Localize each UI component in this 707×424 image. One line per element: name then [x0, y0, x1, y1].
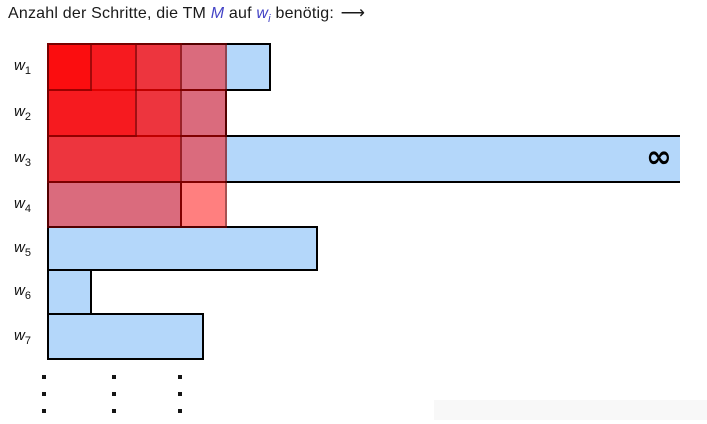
row-label-w3: w3 — [14, 149, 31, 169]
ellipsis-dot-2-0 — [178, 375, 182, 379]
bar-w5 — [47, 226, 318, 271]
title-part-5: ⟶ — [340, 3, 366, 22]
row-label-w1: w1 — [14, 57, 31, 77]
ellipsis-dot-0-0 — [42, 375, 46, 379]
ellipsis-dot-2-1 — [178, 392, 182, 396]
ellipsis-dot-1-0 — [112, 375, 116, 379]
row-label-w5: w5 — [14, 238, 31, 259]
row-label-w2: w2 — [14, 103, 31, 123]
row-label-w4: w4 — [14, 194, 31, 215]
title-part-2: auf — [224, 5, 257, 22]
simulated-steps-overlay-3 — [47, 43, 92, 91]
ellipsis-dot-1-2 — [112, 409, 116, 413]
infinity-symbol: ∞ — [646, 139, 672, 175]
ellipsis-dot-2-2 — [178, 409, 182, 413]
bar-w6 — [47, 269, 92, 315]
page-title: Anzahl der Schritte, die TM M auf wi ben… — [8, 3, 365, 25]
ellipsis-dot-1-1 — [112, 392, 116, 396]
ellipsis-dot-0-2 — [42, 409, 46, 413]
title-part-4: benötig: — [270, 5, 339, 22]
title-part-3: wi — [256, 5, 271, 26]
row-label-w7: w7 — [14, 326, 31, 347]
title-part-0: Anzahl der Schritte, die TM — [8, 5, 211, 22]
row-label-w6: w6 — [14, 282, 31, 302]
bottom-right-artifact-box — [434, 400, 707, 420]
bar-w7 — [47, 313, 204, 360]
title-part-1: M — [210, 5, 225, 22]
ellipsis-dot-0-1 — [42, 392, 46, 396]
